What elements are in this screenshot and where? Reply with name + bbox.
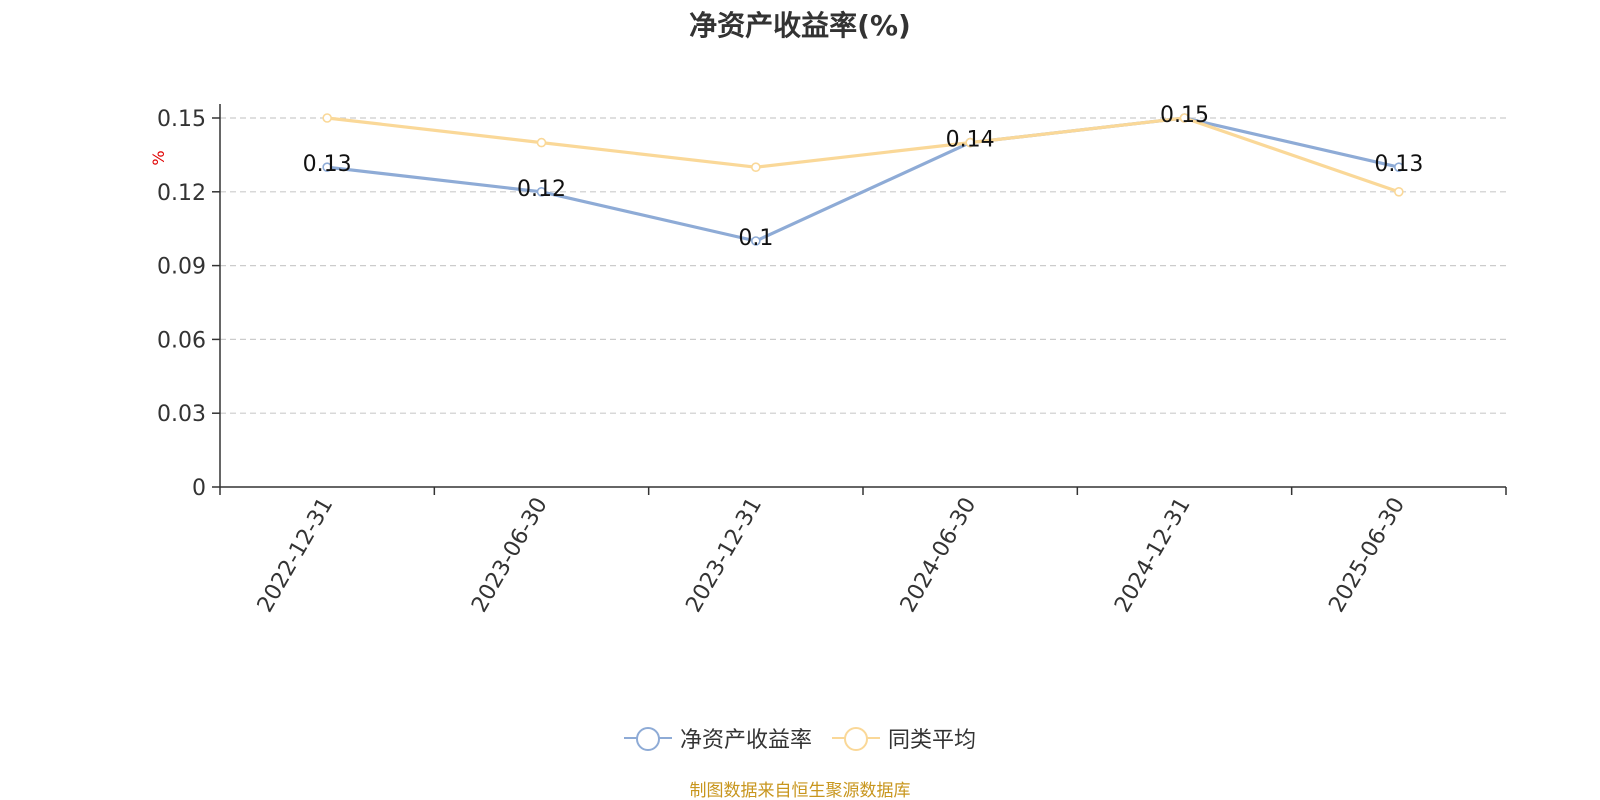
series-line-0 — [325, 116, 1401, 243]
data-label: 0.1 — [738, 226, 773, 251]
legend-item-roe[interactable]: 净资产收益率 — [623, 722, 812, 754]
data-point — [1394, 162, 1404, 172]
data-point — [536, 137, 547, 148]
y-tick-label: 0 — [192, 476, 206, 501]
x-tick-label: 2025-06-30 — [1324, 494, 1410, 617]
legend-label-peer-average: 同类平均 — [888, 728, 977, 753]
data-label: 0.13 — [1374, 152, 1423, 177]
x-tick-label: 2022-12-31 — [253, 494, 339, 617]
legend-item-peer-average[interactable]: 同类平均 — [832, 722, 976, 754]
x-tick-label: 2024-06-30 — [896, 494, 982, 617]
data-point — [751, 236, 761, 246]
data-label: 0.13 — [303, 152, 352, 177]
data-point — [536, 187, 547, 197]
legend: 净资产收益率 同类平均 — [0, 722, 1600, 754]
chart-title: 净资产收益率(%) — [689, 9, 911, 42]
y-tick-label: 0.15 — [157, 107, 206, 132]
data-label: 0.14 — [946, 128, 995, 153]
data-point — [1179, 113, 1190, 123]
source-note: 制图数据来自恒生聚源数据库 — [689, 781, 911, 800]
y-tick-label: 0.06 — [157, 328, 206, 353]
data-label: 0.12 — [517, 177, 566, 202]
legend-label-roe: 净资产收益率 — [679, 728, 812, 753]
y-axis-label: % — [149, 150, 168, 165]
series-line-1 — [325, 116, 1401, 194]
data-point — [1394, 187, 1404, 197]
data-label: 0.15 — [1160, 103, 1209, 128]
series-lines — [322, 113, 1404, 246]
y-tick-label: 0.03 — [157, 402, 206, 427]
data-point — [322, 162, 332, 172]
x-tick-label: 2024-12-31 — [1110, 494, 1196, 617]
data-point — [322, 113, 332, 123]
legend-marker-peer-average — [832, 726, 880, 751]
x-tick-label: 2023-12-31 — [681, 494, 767, 617]
data-labels: 0.13 0.12 0.1 0.14 0.15 0.13 — [303, 103, 1424, 251]
legend-marker-roe — [623, 726, 672, 751]
y-tick-label: 0.09 — [157, 255, 206, 280]
x-tick-label: 2023-06-30 — [467, 494, 553, 617]
data-point — [751, 162, 761, 172]
data-point — [965, 137, 975, 148]
axes: 0 0.03 0.06 0.09 0.12 0.15% 2022-12-31 2023-06-… — [149, 104, 1507, 617]
y-tick-label: 0.12 — [157, 181, 206, 206]
